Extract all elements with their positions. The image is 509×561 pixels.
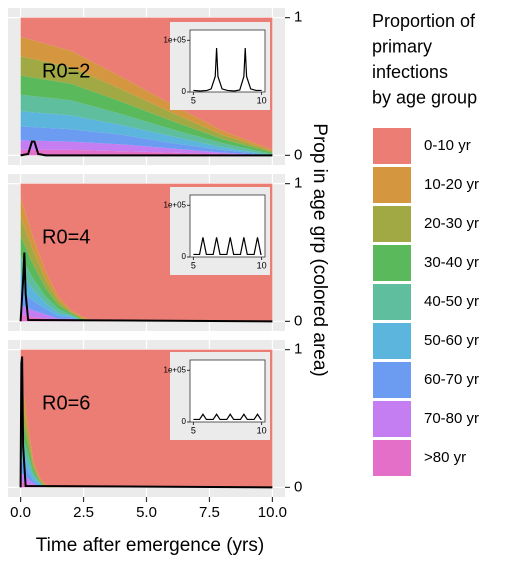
legend-swatch xyxy=(373,440,411,476)
legend-title: by age group xyxy=(372,87,477,107)
area xyxy=(20,140,273,156)
legend-swatch xyxy=(373,284,411,320)
incidence-line xyxy=(20,140,273,157)
legend-swatch xyxy=(373,245,411,281)
legend-swatch xyxy=(373,401,411,437)
inset-y-tick-label: 0 xyxy=(182,252,187,261)
legend-title: infections xyxy=(372,62,448,82)
inset-x-tick-label: 5 xyxy=(191,260,196,270)
inset-line xyxy=(193,48,262,92)
panel-label: R0=4 xyxy=(42,226,90,248)
legend-label: 40-50 yr xyxy=(424,293,479,310)
legend-title: primary xyxy=(372,36,432,56)
panel-label: R0=6 xyxy=(42,392,90,414)
inset-plot xyxy=(189,194,266,258)
inset-x-tick-label: 10 xyxy=(257,95,267,105)
x-tick-label: 0.0 xyxy=(10,504,31,521)
legend-label: 60-70 yr xyxy=(424,371,479,388)
y2-axis-title: Prop in age grp (colored area) xyxy=(309,123,330,376)
legend-label: 10-20 yr xyxy=(424,176,479,193)
inset-y-tick-label: 1e+05 xyxy=(164,200,187,209)
x-tick-label: 7.5 xyxy=(199,504,220,521)
x-axis-title: Time after emergence (yrs) xyxy=(36,535,264,556)
inset-line xyxy=(193,413,262,421)
inset-y-tick-label: 1e+05 xyxy=(164,365,187,374)
inset-x-tick-label: 10 xyxy=(257,260,267,270)
inset-x-tick-label: 5 xyxy=(191,425,196,435)
legend-swatch xyxy=(373,206,411,242)
inset-plot xyxy=(189,359,266,423)
x-tick-label: 2.5 xyxy=(73,504,94,521)
inset-x-tick-label: 10 xyxy=(257,425,267,435)
panel-label: R0=2 xyxy=(42,60,90,82)
inset-y-tick-label: 0 xyxy=(182,87,187,96)
inset-y-tick-label: 0 xyxy=(182,417,187,426)
incidence-line xyxy=(19,252,273,323)
x-tick-label: 5.0 xyxy=(136,504,157,521)
area xyxy=(20,126,273,156)
legend-swatch xyxy=(373,167,411,203)
y2-tick-label: 1 xyxy=(294,175,302,192)
legend-label: 20-30 yr xyxy=(424,215,479,232)
area xyxy=(20,56,273,153)
y2-tick-label: 0 xyxy=(294,312,302,329)
legend-label: >80 yr xyxy=(424,449,466,466)
legend-label: 50-60 yr xyxy=(424,332,479,349)
legend-swatch xyxy=(373,128,411,164)
legend-title: Proportion of xyxy=(372,11,476,31)
y2-tick-label: 0 xyxy=(294,478,302,495)
y2-tick-label: 1 xyxy=(294,341,302,358)
incidence-line xyxy=(19,356,273,489)
area xyxy=(20,149,273,156)
inset-y-tick-label: 1e+05 xyxy=(164,35,187,44)
area xyxy=(20,111,273,156)
x-tick-label: 10.0 xyxy=(258,504,287,521)
legend-swatch xyxy=(373,362,411,398)
inset-x-tick-label: 5 xyxy=(191,95,196,105)
legend-label: 30-40 yr xyxy=(424,254,479,271)
area xyxy=(20,36,273,152)
y2-tick-label: 1 xyxy=(294,9,302,26)
legend-swatch xyxy=(373,323,411,359)
legend-label: 0-10 yr xyxy=(424,137,471,154)
y2-tick-label: 0 xyxy=(294,146,302,163)
legend-label: 70-80 yr xyxy=(424,410,479,427)
inset-plot xyxy=(189,29,266,93)
inset-line xyxy=(193,237,262,256)
area xyxy=(20,75,273,154)
area xyxy=(20,94,273,156)
